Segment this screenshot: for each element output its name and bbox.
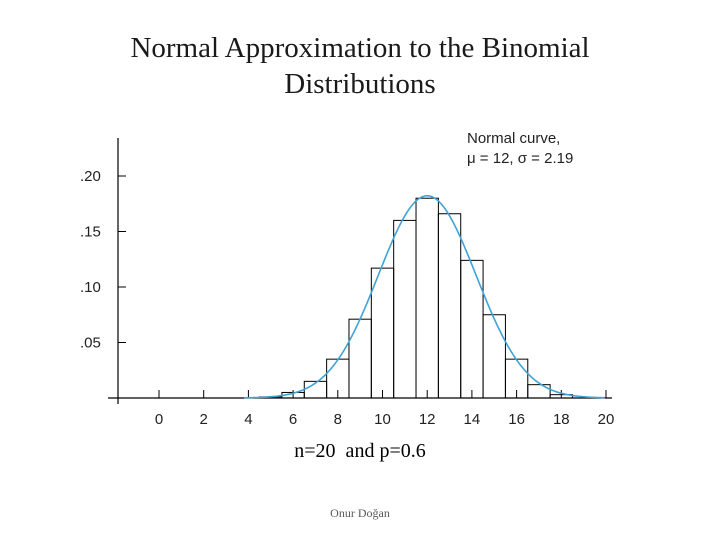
histogram-bar [482, 314, 506, 399]
y-tick-label: .05 [80, 335, 101, 352]
y-tick-label: .15 [80, 224, 101, 241]
y-tick-label: .20 [80, 168, 101, 185]
legend-line-2: μ = 12, σ = 2.19 [467, 150, 573, 167]
x-tick-label: 18 [553, 411, 570, 428]
histogram-bar [370, 267, 395, 399]
x-tick-label: 0 [155, 411, 163, 428]
x-tick-label: 6 [289, 411, 297, 428]
x-tick-label: 10 [374, 411, 391, 428]
chart-caption: n=20 and p=0.6 [294, 440, 426, 462]
x-tick-label: 2 [200, 411, 208, 428]
normal-curve [243, 194, 605, 399]
normal-curve-line [243, 194, 605, 399]
slide-title-line-2: Distributions [284, 68, 436, 100]
x-tick-label: 12 [419, 411, 436, 428]
x-tick-label: 16 [508, 411, 525, 428]
slide-title: Normal Approximation to the Binomial Dis… [60, 30, 660, 102]
x-tick-label: 4 [244, 411, 252, 428]
histogram-bar [348, 318, 372, 399]
y-axis: .05 .10 .15 .20 [80, 138, 126, 404]
histogram-bar [393, 219, 417, 399]
footer-author: Onur Doğan [330, 506, 390, 520]
histogram-bars [259, 197, 573, 399]
x-tick-label: 8 [334, 411, 342, 428]
x-tick-label: 14 [464, 411, 481, 428]
y-tick-label: .10 [80, 279, 101, 296]
x-axis: 0 2 4 6 8 10 12 14 16 18 20 [108, 390, 614, 428]
histogram-bar [437, 213, 462, 399]
slide-title-line-1: Normal Approximation to the Binomial [130, 32, 590, 64]
chart-legend: Normal curve, μ = 12, σ = 2.19 [467, 130, 573, 167]
legend-line-1: Normal curve, [467, 130, 560, 147]
histogram-bar [460, 259, 484, 399]
histogram-bar [527, 384, 551, 399]
x-tick-label: 20 [598, 411, 615, 428]
histogram-bar [415, 197, 439, 399]
